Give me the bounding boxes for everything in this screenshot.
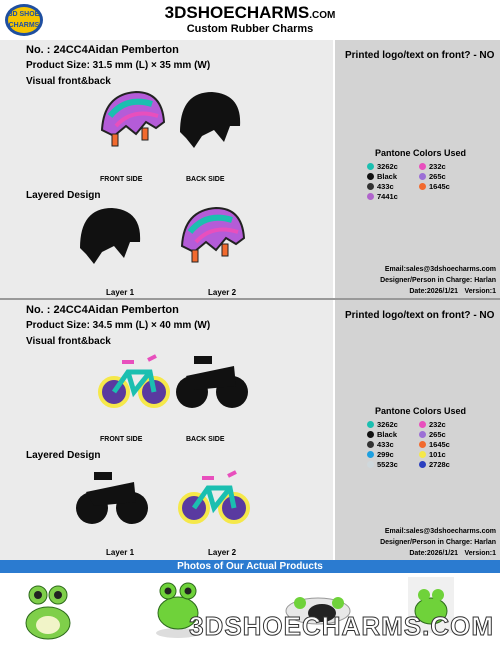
swatch	[419, 163, 426, 170]
pantone-heading: Pantone Colors Used	[375, 148, 467, 158]
photo	[25, 585, 71, 640]
photo	[408, 577, 454, 633]
charm-image	[74, 202, 150, 272]
visual-heading: Visual front&back	[26, 76, 111, 87]
charm-image	[96, 86, 172, 156]
photos-bar: Photos of Our Actual Products	[0, 560, 500, 573]
contact-date: Date:2026/1/21	[409, 550, 458, 557]
charm-image	[74, 462, 150, 532]
charm-image	[176, 462, 252, 532]
charm-art	[180, 92, 241, 148]
photo	[156, 582, 200, 638]
charm-image	[176, 202, 252, 272]
swatch	[367, 451, 374, 458]
info-panel: Printed logo/text on front? - NO Pantone …	[335, 40, 500, 298]
product-size: Product Size: 31.5 mm (L) × 35 mm (W)	[26, 60, 211, 71]
subtitle: Custom Rubber Charms	[186, 23, 314, 35]
side-label: FRONT SIDE	[100, 176, 143, 183]
contact-version: Version:1	[464, 288, 496, 295]
contact-email: Email:sales@3dshoecharms.com	[384, 528, 496, 535]
pantone-name: 2728c	[429, 460, 450, 469]
layer-label: Layer 1	[106, 548, 135, 557]
swatch	[419, 461, 426, 468]
charm-art	[180, 206, 246, 263]
contact-date: Date:2026/1/21	[409, 288, 458, 295]
title-suffix: .COM	[309, 10, 336, 21]
charm-art	[178, 470, 250, 524]
pantone-name: 232c	[429, 420, 446, 429]
logo: 3D SHOE CHARMS	[5, 4, 43, 36]
pantone-name: 7441c	[377, 192, 398, 201]
printed-note: Printed logo/text on front? - NO	[345, 310, 495, 321]
info-panel: Printed logo/text on front? - NO Pantone …	[335, 300, 500, 560]
printed-note: Printed logo/text on front? - NO	[345, 50, 495, 61]
layer-label: Layer 2	[208, 288, 237, 297]
layer-label: Layer 2	[208, 548, 237, 557]
contact-designer: Designer/Person in Charge: Harlan	[380, 277, 496, 284]
contact-version: Version:1	[464, 550, 496, 557]
logo-text: CHARMS	[9, 22, 40, 29]
product-panel: No. : 24CC4Aidan Pemberton Product Size: …	[0, 40, 333, 298]
swatch	[367, 193, 374, 200]
divider	[0, 298, 500, 300]
charm-image	[96, 346, 172, 416]
pantone-heading: Pantone Colors Used	[375, 406, 467, 416]
swatch	[367, 163, 374, 170]
product-size: Product Size: 34.5 mm (L) × 40 mm (W)	[26, 320, 211, 331]
product-number: No. : 24CC4Aidan Pemberton	[26, 304, 179, 316]
layered-heading: Layered Design	[26, 190, 101, 201]
side-label: BACK SIDE	[186, 176, 225, 183]
swatch	[419, 441, 426, 448]
pantone-name: 265c	[429, 430, 446, 439]
charm-art	[76, 472, 148, 524]
swatch	[367, 421, 374, 428]
watermark: 3DSHOECHARMS.COM	[189, 611, 494, 641]
side-label: FRONT SIDE	[100, 436, 143, 443]
swatch	[419, 421, 426, 428]
photos: 3DSHOECHARMS.COM	[25, 577, 494, 642]
title: 3DSHOECHARMS	[164, 3, 310, 22]
charm-art	[80, 208, 141, 264]
pantone-name: 1645c	[429, 440, 450, 449]
charm-image	[174, 86, 250, 156]
pantone-name: 3262c	[377, 162, 398, 171]
pantone-name: 101c	[429, 450, 446, 459]
pantone-name: 3262c	[377, 420, 398, 429]
swatch	[419, 451, 426, 458]
charm-image	[174, 346, 250, 416]
swatch	[367, 173, 374, 180]
contact-email: Email:sales@3dshoecharms.com	[384, 266, 496, 273]
product-number: No. : 24CC4Aidan Pemberton	[26, 44, 179, 56]
swatch	[367, 461, 374, 468]
pantone-name: 232c	[429, 162, 446, 171]
swatch	[419, 431, 426, 438]
layered-heading: Layered Design	[26, 450, 101, 461]
swatch	[367, 431, 374, 438]
product-panel: No. : 24CC4Aidan Pemberton Product Size: …	[0, 300, 333, 560]
pantone-name: 1645c	[429, 182, 450, 191]
side-label: BACK SIDE	[186, 436, 225, 443]
swatch	[367, 441, 374, 448]
swatch	[419, 173, 426, 180]
charm-art	[100, 90, 166, 147]
pantone-name: 433c	[377, 440, 394, 449]
pantone-name: Black	[377, 172, 398, 181]
pantone-name: Black	[377, 430, 398, 439]
header: 3D SHOE CHARMS 3DSHOECHARMS.COM Custom R…	[0, 0, 500, 40]
swatch	[367, 183, 374, 190]
photo	[285, 597, 351, 625]
pantone-name: 265c	[429, 172, 446, 181]
pantone-name: 5523c	[377, 460, 398, 469]
charm-art	[176, 356, 248, 408]
title-row: 3DSHOECHARMS.COM	[0, 3, 500, 23]
layer-label: Layer 1	[106, 288, 135, 297]
logo-text: 3D SHOE	[9, 11, 40, 18]
charm-art	[98, 354, 170, 408]
pantone-name: 433c	[377, 182, 394, 191]
swatch	[419, 183, 426, 190]
visual-heading: Visual front&back	[26, 336, 111, 347]
contact-designer: Designer/Person in Charge: Harlan	[380, 539, 496, 546]
pantone-name: 299c	[377, 450, 394, 459]
